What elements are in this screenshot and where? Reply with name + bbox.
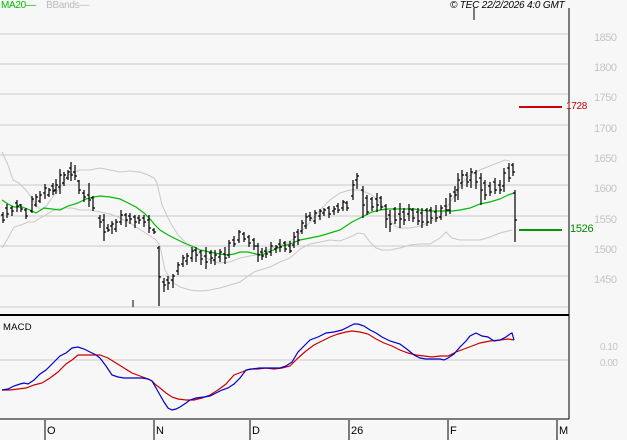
price-tick-1700: 1700 — [594, 123, 617, 135]
macd-tick-010: 0.10 — [600, 342, 618, 353]
price-tick-1750: 1750 — [594, 92, 617, 104]
macd-tick-000: 0.00 — [600, 358, 618, 369]
x-tick-2026: 26 — [351, 425, 364, 437]
legend-ma20: MA20— — [1, 0, 36, 11]
price-tick-1450: 1450 — [594, 274, 617, 286]
price-bars — [1, 162, 517, 306]
macd-panel-title: MACD — [3, 322, 32, 333]
legend-bbands: BBands— — [46, 0, 90, 11]
price-gridlines — [0, 33, 568, 308]
x-tick-dec: D — [252, 425, 260, 437]
macd-line — [1, 323, 515, 411]
resistance-label: 1728 — [566, 101, 588, 112]
x-tick-mar: M — [559, 425, 569, 437]
price-tick-1650: 1650 — [594, 153, 617, 165]
support-label: 1526 — [570, 223, 594, 235]
x-tick-feb: F — [450, 425, 457, 437]
chart-legend: MA20— BBands— — [1, 0, 89, 11]
price-tick-1800: 1800 — [594, 62, 617, 74]
price-tick-1550: 1550 — [594, 214, 617, 226]
ma20-line — [1, 192, 515, 256]
bollinger-bands — [1, 151, 513, 292]
price-tick-1850: 1850 — [594, 32, 617, 44]
price-tick-1600: 1600 — [594, 183, 617, 195]
x-tick-oct: O — [47, 425, 56, 437]
price-tick-1500: 1500 — [594, 244, 617, 256]
copyright-timestamp: © TEC 22/2/2026 4:0 GMT — [450, 0, 565, 11]
macd-signal-line — [2, 330, 515, 401]
x-tick-nov: N — [156, 425, 164, 437]
x-ticks — [44, 8, 558, 440]
